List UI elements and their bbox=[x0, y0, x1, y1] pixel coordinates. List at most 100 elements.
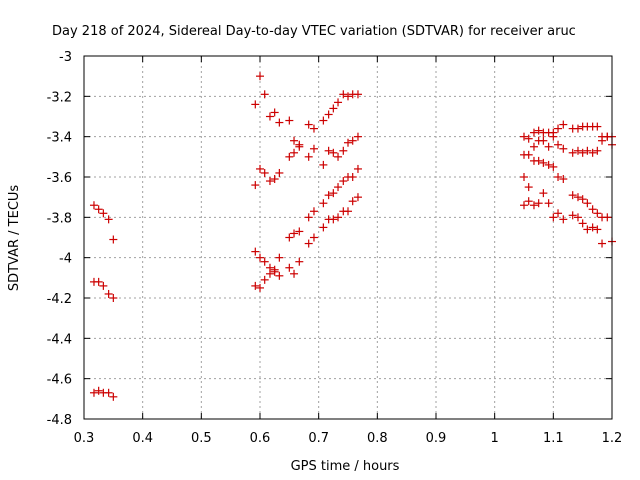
x-tick-label: 0.3 bbox=[74, 431, 95, 446]
data-point bbox=[104, 388, 113, 397]
data-point bbox=[353, 193, 362, 202]
data-point bbox=[559, 144, 568, 153]
data-point bbox=[109, 235, 118, 244]
data-point bbox=[588, 205, 597, 214]
data-point bbox=[319, 160, 328, 169]
data-point bbox=[290, 269, 299, 278]
data-point bbox=[583, 146, 592, 155]
data-point bbox=[344, 207, 352, 216]
data-point bbox=[275, 118, 284, 127]
data-point bbox=[339, 90, 348, 99]
data-point bbox=[348, 173, 357, 181]
data-point bbox=[573, 213, 582, 222]
data-point bbox=[265, 112, 274, 121]
data-point bbox=[285, 152, 294, 161]
data-point bbox=[559, 215, 568, 224]
data-point bbox=[251, 281, 260, 290]
data-point bbox=[339, 146, 348, 155]
data-point bbox=[524, 183, 533, 192]
data-point bbox=[109, 294, 118, 302]
data-point bbox=[94, 277, 103, 286]
y-tick-label: -3.8 bbox=[47, 211, 72, 226]
data-point bbox=[285, 263, 294, 272]
data-point bbox=[99, 281, 108, 290]
data-point bbox=[309, 144, 318, 153]
data-point bbox=[554, 124, 563, 133]
data-point bbox=[534, 199, 543, 208]
data-point bbox=[324, 191, 333, 200]
data-point bbox=[265, 269, 274, 278]
data-point bbox=[588, 223, 597, 232]
data-point bbox=[568, 211, 577, 220]
data-point bbox=[603, 132, 612, 141]
data-point bbox=[309, 233, 318, 242]
data-point bbox=[559, 120, 568, 129]
data-point bbox=[334, 98, 343, 107]
data-point bbox=[260, 257, 269, 266]
data-point bbox=[265, 177, 274, 186]
data-point bbox=[578, 195, 587, 204]
x-tick-label: 1 bbox=[491, 431, 499, 446]
data-point bbox=[260, 90, 269, 99]
data-point bbox=[334, 152, 343, 161]
x-axis-label: GPS time / hours bbox=[291, 459, 400, 474]
data-point bbox=[104, 215, 113, 224]
data-point bbox=[544, 142, 553, 151]
data-point bbox=[539, 158, 548, 167]
data-point bbox=[329, 148, 338, 157]
data-point bbox=[568, 148, 577, 157]
data-point bbox=[524, 197, 533, 206]
x-tick-label: 1.1 bbox=[543, 431, 564, 446]
x-tick-label: 1.2 bbox=[602, 431, 623, 446]
chart-title: Day 218 of 2024, Sidereal Day-to-day VTE… bbox=[52, 24, 576, 39]
y-axis-label: SDTVAR / TECUs bbox=[7, 185, 22, 292]
data-point bbox=[344, 92, 352, 101]
data-point bbox=[256, 253, 264, 262]
data-point bbox=[290, 229, 299, 238]
data-point bbox=[295, 257, 304, 266]
data-point bbox=[319, 199, 328, 208]
data-point bbox=[549, 132, 558, 141]
y-tick-label: -3.6 bbox=[47, 171, 72, 186]
data-point bbox=[295, 227, 304, 236]
data-point bbox=[339, 177, 348, 186]
data-point bbox=[109, 392, 118, 401]
data-point bbox=[593, 146, 602, 155]
data-point bbox=[309, 124, 318, 133]
data-point bbox=[593, 209, 602, 218]
data-point bbox=[89, 388, 98, 397]
data-point bbox=[520, 201, 528, 210]
data-point bbox=[598, 239, 607, 248]
data-point bbox=[270, 108, 279, 117]
data-point bbox=[304, 213, 313, 222]
y-tick-label: -4.6 bbox=[47, 373, 72, 388]
data-point bbox=[578, 148, 587, 157]
data-point bbox=[549, 162, 558, 171]
data-point bbox=[524, 150, 533, 159]
data-point bbox=[539, 136, 548, 145]
x-tick-label: 0.7 bbox=[308, 431, 329, 446]
data-point bbox=[251, 247, 260, 256]
data-point bbox=[529, 128, 538, 137]
data-point bbox=[304, 120, 313, 129]
data-point bbox=[324, 110, 333, 119]
data-point bbox=[89, 201, 98, 210]
data-point bbox=[353, 132, 362, 141]
y-tick-label: -3 bbox=[59, 50, 72, 65]
data-point bbox=[309, 207, 318, 216]
grid-lines bbox=[84, 56, 612, 419]
data-point bbox=[329, 189, 338, 198]
y-tick-label: -3.2 bbox=[47, 90, 72, 105]
data-point bbox=[260, 168, 269, 177]
tick-labels: 0.3 0.4 0.5 0.6 0.7 0.8 0.9 1 1.1 1.2 -3 -3.2 -3.4 -3… bbox=[47, 50, 623, 446]
data-point bbox=[554, 173, 563, 181]
data-point bbox=[256, 164, 264, 173]
data-point bbox=[251, 181, 260, 190]
data-point bbox=[275, 168, 284, 177]
data-point bbox=[573, 124, 582, 133]
data-point bbox=[99, 209, 108, 218]
data-point bbox=[256, 72, 264, 81]
data-point bbox=[275, 271, 284, 280]
data-point bbox=[554, 209, 563, 218]
data-point bbox=[290, 136, 299, 145]
